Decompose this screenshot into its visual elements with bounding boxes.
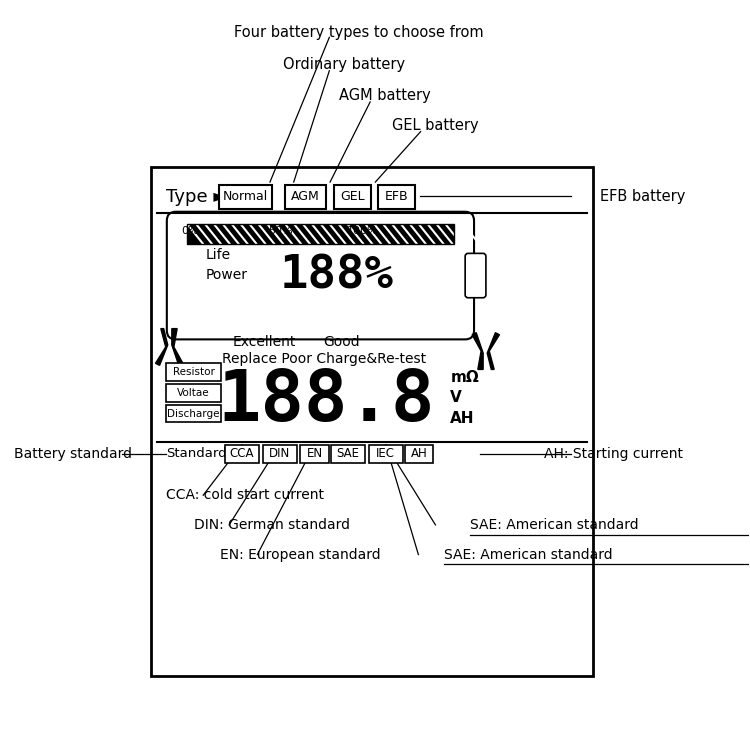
Text: AH: AH xyxy=(450,410,475,425)
Text: GEL: GEL xyxy=(340,190,364,203)
Text: mΩ: mΩ xyxy=(450,370,479,385)
Text: EN: EN xyxy=(307,447,322,460)
Bar xyxy=(166,363,221,381)
FancyBboxPatch shape xyxy=(166,211,474,340)
Text: Excellent: Excellent xyxy=(232,334,296,349)
Bar xyxy=(166,384,221,402)
Text: 188%: 188% xyxy=(280,253,394,298)
Text: AGM: AGM xyxy=(291,190,320,203)
Text: Four battery types to choose from: Four battery types to choose from xyxy=(234,25,484,40)
Text: SAE: American standard: SAE: American standard xyxy=(470,518,639,532)
Bar xyxy=(378,185,416,209)
FancyBboxPatch shape xyxy=(465,254,486,298)
Text: EFB battery: EFB battery xyxy=(600,189,686,204)
Text: Ordinary battery: Ordinary battery xyxy=(283,57,405,72)
Bar xyxy=(225,445,259,463)
Bar xyxy=(187,224,454,245)
Bar xyxy=(405,445,433,463)
Text: Type ►: Type ► xyxy=(166,188,227,206)
Bar xyxy=(331,445,365,463)
Text: 50%: 50% xyxy=(268,226,292,236)
Text: Resistor: Resistor xyxy=(172,367,214,377)
Text: Normal: Normal xyxy=(223,190,268,203)
Text: SAE: SAE xyxy=(337,447,359,460)
Polygon shape xyxy=(172,328,183,365)
Text: Power: Power xyxy=(206,268,248,282)
Text: Battery standard: Battery standard xyxy=(14,447,132,460)
Text: 188.8: 188.8 xyxy=(217,368,434,436)
Bar xyxy=(219,185,272,209)
Text: DIN: DIN xyxy=(269,447,290,460)
Text: EFB: EFB xyxy=(385,190,409,203)
Bar xyxy=(285,185,326,209)
Text: GEL battery: GEL battery xyxy=(392,118,478,134)
Polygon shape xyxy=(155,328,168,365)
Text: SAE: American standard: SAE: American standard xyxy=(444,548,613,562)
Bar xyxy=(369,445,403,463)
Text: Voltae: Voltae xyxy=(177,388,210,398)
Bar xyxy=(262,445,297,463)
Text: V: V xyxy=(450,390,462,405)
Text: Good: Good xyxy=(323,334,360,349)
Text: CCA: cold start current: CCA: cold start current xyxy=(166,488,324,502)
Text: Discharge: Discharge xyxy=(167,409,220,419)
Text: Replace Poor Charge&Re-test: Replace Poor Charge&Re-test xyxy=(222,352,426,367)
Text: Life: Life xyxy=(206,248,230,262)
Polygon shape xyxy=(472,333,483,370)
Text: 0%: 0% xyxy=(181,226,199,236)
Text: DIN: German standard: DIN: German standard xyxy=(194,518,350,532)
Bar xyxy=(301,445,328,463)
Text: EN: European standard: EN: European standard xyxy=(220,548,381,562)
Bar xyxy=(152,167,592,676)
Bar xyxy=(187,224,454,245)
Text: CCA: CCA xyxy=(230,447,254,460)
Text: Standard►: Standard► xyxy=(166,447,237,460)
Text: 100%: 100% xyxy=(346,226,378,236)
Text: AH: Starting current: AH: Starting current xyxy=(544,447,683,460)
Polygon shape xyxy=(488,333,500,370)
Text: IEC: IEC xyxy=(376,447,395,460)
Text: AGM battery: AGM battery xyxy=(339,88,430,104)
Text: AH: AH xyxy=(411,447,428,460)
Bar xyxy=(334,185,371,209)
Bar xyxy=(166,405,221,422)
